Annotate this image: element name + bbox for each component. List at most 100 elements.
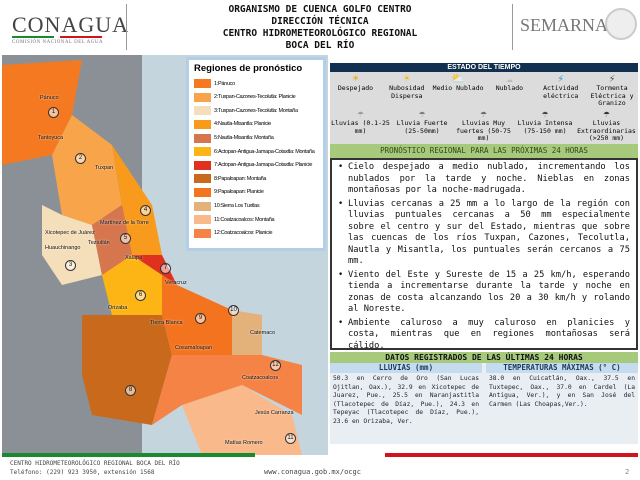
region-number: 7 [160,263,171,274]
legend-item: 7:Actopan-Antigua-Jamapa-Cotaxtla: Plani… [194,159,318,173]
footer-red-bar [385,453,638,457]
weather-legend-item: ⛅ Medio Nublado [433,73,484,93]
map-place-label: Jesús Carranza [255,410,294,416]
legend-label: 9:Papaloapan: Planicie [214,189,264,196]
weather-legend-item: ⚡ Actividad eléctrica [535,73,586,100]
region-number: 8 [125,385,136,396]
header: CONAGUA COMISIÓN NACIONAL DEL AGUA ORGAN… [0,0,640,55]
sun-icon: ☀ [352,72,359,85]
legend-title: Regiones de pronóstico [194,63,303,74]
legend-swatch [194,174,211,184]
footer-contact: CENTRO HIDROMETEOROLÓGICO REGIONAL BOCA … [10,460,180,477]
region-8 [82,315,172,425]
temp-title: TEMPERATURAS MÁXIMAS (° C) [486,363,638,373]
lluvias-title: LLUVIAS (mm) [330,363,482,373]
weather-legend-item: ☁ Nublado [484,73,535,93]
cloud-icon: ☁ [506,72,513,85]
footer-line1: CENTRO HIDROMETEOROLÓGICO REGIONAL BOCA … [10,460,180,467]
map-place-label: Orizaba [108,305,128,311]
intense-rain-icon: ☂ [541,107,549,120]
legend-label: 2:Tuxpan-Cazones-Tecolutla: Planicie [214,94,296,101]
pronostico-title: PRONÓSTICO REGIONAL PARA LAS PRÓXIMAS 24… [330,144,638,158]
weather-label: Lluvias Extraordinarias (>250 mm) [577,119,636,142]
legend-label: 5:Nautla-Misantla: Montaña [214,135,274,142]
region-number: 6 [135,290,146,301]
region-4 [112,145,162,255]
legend-label: 10:Sierra Los Tuxtlas [214,203,260,210]
footer-url[interactable]: www.conagua.gob.mx/ocgc [264,468,361,476]
legend-label: 7:Actopan-Antigua-Jamapa-Cotaxtla: Plani… [214,162,313,169]
map-place-label: Tierra Blanca [150,320,183,326]
legend-item: 11:Coatzacoalcos: Montaña [194,213,318,227]
rain-icon: ☂ [418,107,426,120]
storm-icon: ⚡ [608,72,616,85]
title-line: CENTRO HIDROMETEOROLÓGICO REGIONAL [222,28,418,39]
extreme-rain-icon: ☂ [603,107,610,120]
region-number: 1 [48,107,59,118]
legend-item: 8:Papaloapan: Montaña [194,172,318,186]
map-place-label: Matías Romero [225,440,263,446]
right-panel: ESTADO DEL TIEMPO ☀ Despejado ☀ Nubosidad D… [330,63,638,353]
map-place-label: Cosamaloapan [175,345,212,351]
legend-label: 4:Nautla-Misantla: Planicie [214,121,272,128]
weather-label: Lluvia Fuerte (25-50mm) [396,119,448,135]
weather-legend-item: ☂ Lluvia Intensa (75-150 mm) [515,108,576,135]
legend-swatch [194,120,211,130]
legend-swatch [194,147,211,157]
region-number: 5 [120,233,131,244]
weather-legend-item: ☂ Lluvias Muy fuertes (50-75 mm) [453,108,514,143]
weather-label: Nublado [495,84,524,92]
legend-item: 4:Nautla-Misantla: Planicie [194,118,318,132]
conagua-subtitle: COMISIÓN NACIONAL DEL AGUA [12,40,104,45]
page-number: 2 [625,468,630,476]
region-number: 9 [195,313,206,324]
legend-swatch [194,79,211,89]
legend-swatch [194,228,211,238]
legend-item: 5:Nautla-Misantla: Montaña [194,131,318,145]
legend-label: 3:Tuxpan-Cazones-Tecolutla: Montaña [214,107,298,114]
forecast-bullet: Ambiente caluroso a muy caluroso en plan… [338,318,630,353]
map-place-label: Martínez de la Torre [100,220,149,226]
map-place-label: Tuxpan [95,165,114,171]
legend-item: 10:Sierra Los Tuxtlas [194,199,318,213]
map-place-label: Tantoyuca [38,135,64,141]
light-rain-icon: ☂ [357,107,364,120]
legend-swatch [194,215,211,225]
conagua-logo: CONAGUA [12,12,129,37]
partly-cloudy-icon: ⛅ [451,72,465,85]
legend-item: 6:Actopan-Antigua-Jamapa-Cotaxtla: Monta… [194,145,318,159]
weather-legend-item: ☀ Nubosidad Dispersa [381,73,432,100]
legend-label: 8:Papaloapan: Montaña [214,175,267,182]
weather-legend: ☀ Despejado ☀ Nubosidad Dispersa ⛅ Medio Nubl… [330,72,638,144]
registered-data: DATOS REGISTRADOS DE LAS ÚLTIMAS 24 HORA… [330,352,638,444]
region-3 [42,205,102,285]
weather-label: Lluvia Intensa (75-150 mm) [517,119,573,135]
map-place-label: Xalapa [125,255,143,261]
forecast-bullet: Lluvias cercanas a 25 mm a lo largo de l… [338,199,630,268]
weather-label: Nubosidad Dispersa [389,84,425,100]
weather-legend-item: ⚡ Tormenta Eléctrica y Granizo [587,73,638,108]
legend-swatch [194,188,211,198]
footer-line2: Teléfono: (229) 923 3950, extensión 1568 [10,468,155,476]
weather-label: Actividad eléctrica [543,84,579,100]
region-2 [52,115,122,225]
region-5 [92,205,132,275]
legend-item: 3:Tuxpan-Cazones-Tecolutla: Montaña [194,104,318,118]
legend-label: 12:Coatzacoalcos: Planicie [214,230,273,237]
map-place-label: Pánuco [40,95,59,101]
weather-legend-item: ☂ Lluvia Fuerte (25-50mm) [392,108,453,135]
header-titles: ORGANISMO DE CUENCA GOLFO CENTRO DIRECCI… [140,4,500,52]
weather-legend-item: ☀ Despejado [330,73,381,93]
region-number: 3 [65,260,76,271]
legend-label: 11:Coatzacoalcos: Montaña [214,216,275,223]
semarnat-logo: SEMARNAT [520,15,618,35]
sun-cloud-icon: ☀ [403,72,411,85]
legend-item: 1:Pánuco [194,77,318,91]
legend-swatch [194,201,211,211]
region-number: 2 [75,153,86,164]
map-place-label: Teziutlán [88,240,110,246]
weather-label: Medio Nublado [432,84,484,92]
legend-item: 12:Coatzacoalcos: Planicie [194,227,318,241]
datos-title: DATOS REGISTRADOS DE LAS ÚLTIMAS 24 HORA… [330,352,638,363]
weather-legend-item: ☂ Lluvias (0.1-25 mm) [330,108,391,135]
